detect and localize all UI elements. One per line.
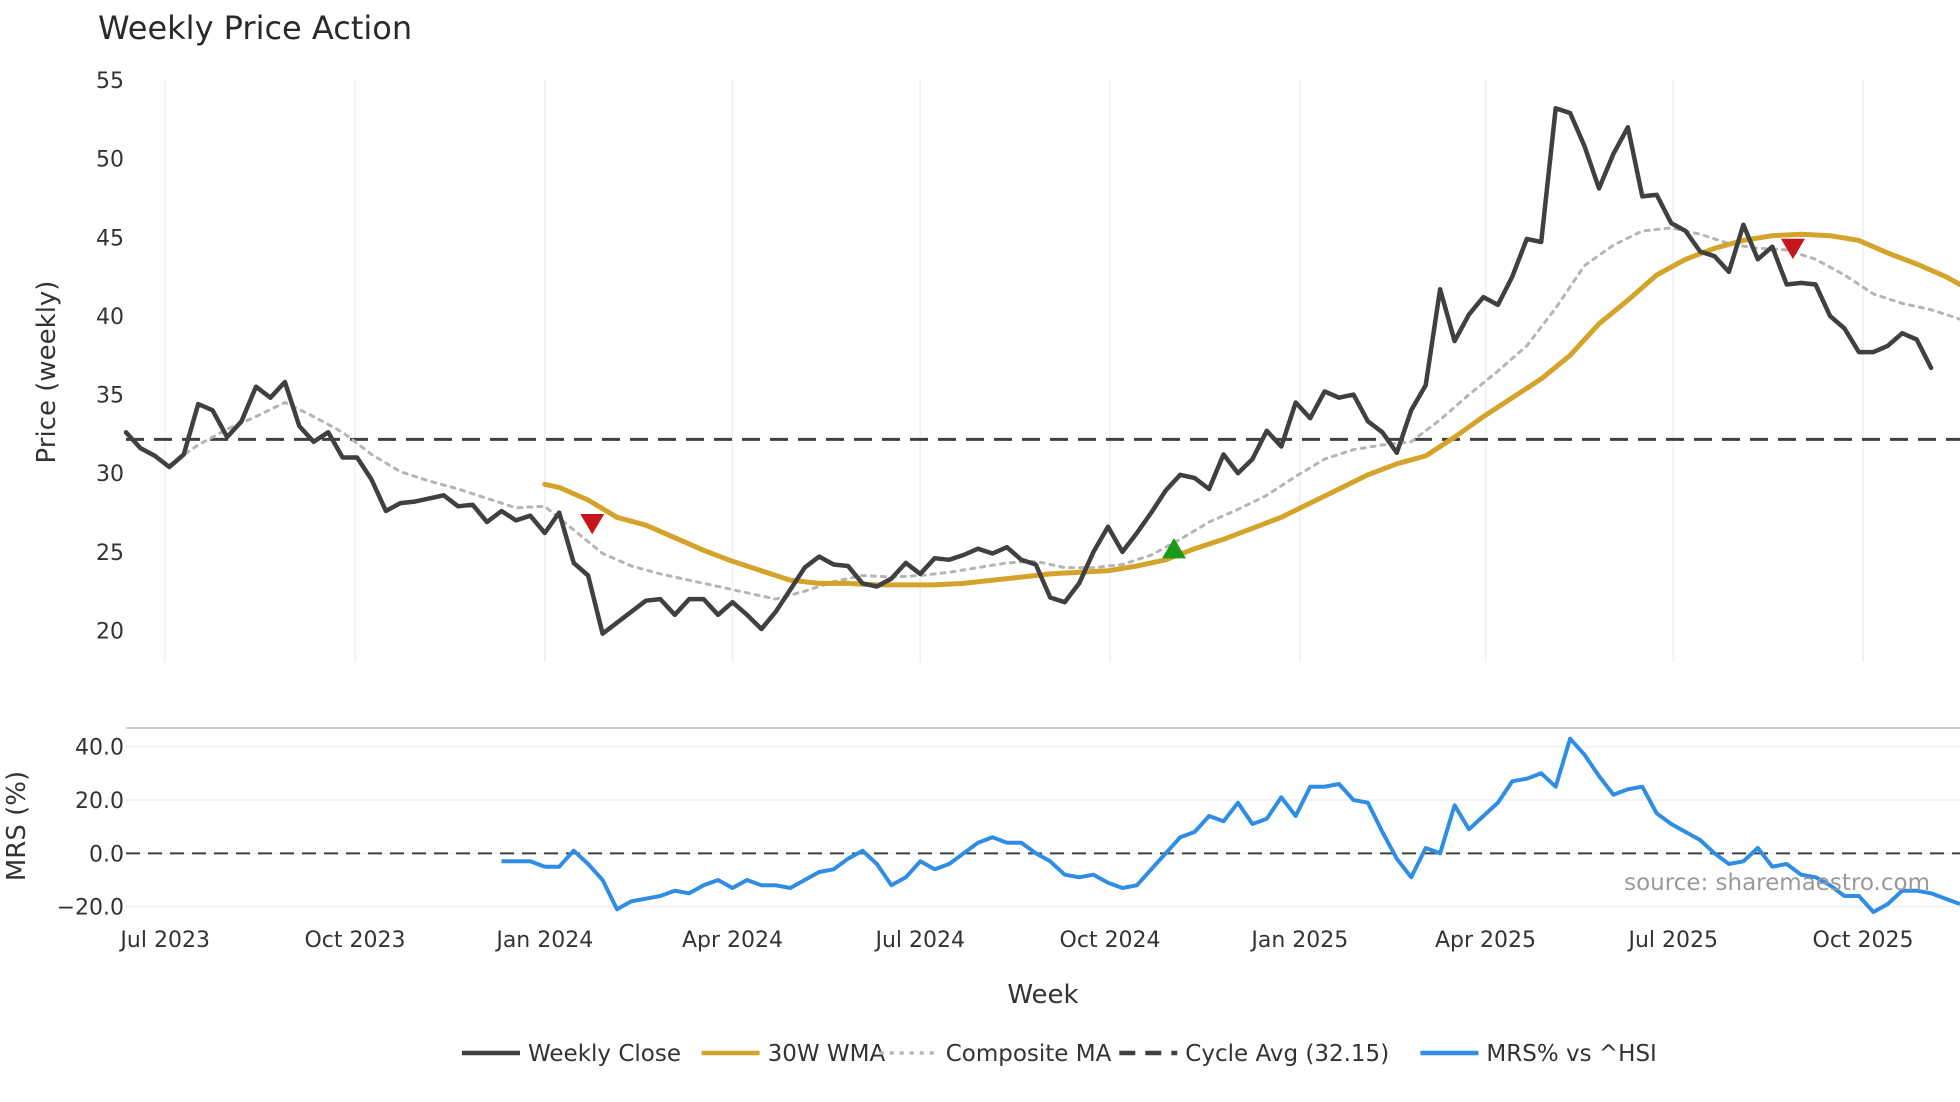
legend-label: MRS% vs ^HSI xyxy=(1486,1041,1656,1067)
legend-label: Cycle Avg (32.15) xyxy=(1185,1041,1389,1067)
x-tick-apr-2024: Apr 2024 xyxy=(682,928,783,953)
price-y-tick-45: 45 xyxy=(96,226,124,251)
legend-item-30w-wma: 30W WMA xyxy=(701,1041,886,1067)
mrs-y-tick-20: 20.0 xyxy=(75,789,124,814)
x-tick-jan-2024: Jan 2024 xyxy=(494,928,593,953)
x-tick-oct-2024: Oct 2024 xyxy=(1060,928,1161,953)
price-y-tick-50: 50 xyxy=(96,148,124,173)
legend: Weekly Close 30W WMA Composite MA Cycle Avg… xyxy=(462,1041,1657,1067)
mrs-series-group xyxy=(501,736,1960,914)
series-mrs-vs-hsi xyxy=(501,736,1960,914)
sell-signal-marker-1 xyxy=(580,513,605,535)
legend-item-mrs-vs-hsi: MRS% vs ^HSI xyxy=(1420,1041,1657,1067)
buy-signal-marker-2 xyxy=(1162,537,1186,559)
mrs-y-tick-40: 40.0 xyxy=(75,736,124,761)
chart-title: Weekly Price Action xyxy=(98,9,412,47)
price-y-tick-20: 20 xyxy=(96,620,124,645)
x-tick-jan-2025: Jan 2025 xyxy=(1249,928,1348,953)
source-credit: source: sharemaestro.com xyxy=(1624,870,1930,896)
series-composite-ma xyxy=(167,226,1960,601)
price-series-group xyxy=(123,106,1960,636)
price-y-tick-55: 55 xyxy=(96,69,124,94)
price-y-tick-35: 35 xyxy=(96,384,124,409)
x-tick-oct-2023: Oct 2023 xyxy=(304,928,405,953)
legend-item-cycle-avg-32-15: Cycle Avg (32.15) xyxy=(1119,1041,1389,1067)
signal-markers xyxy=(580,238,1805,559)
mrs-gridlines xyxy=(126,745,1960,908)
sell-signal-marker-3 xyxy=(1780,238,1805,260)
x-tick-jul-2024: Jul 2024 xyxy=(873,928,965,953)
legend-label: 30W WMA xyxy=(768,1041,886,1067)
x-tick-jul-2023: Jul 2023 xyxy=(118,928,210,953)
price-y-tick-40: 40 xyxy=(96,305,124,330)
x-tick-apr-2025: Apr 2025 xyxy=(1435,928,1536,953)
price-y-tick-labels: 20 25 30 35 40 45 50 55 xyxy=(96,69,124,645)
legend-item-composite-ma: Composite MA xyxy=(879,1041,1112,1067)
x-tick-oct-2025: Oct 2025 xyxy=(1813,928,1914,953)
price-gridlines xyxy=(164,80,1864,662)
legend-label: Weekly Close xyxy=(528,1041,681,1067)
mrs-y-tick--20: −20.0 xyxy=(57,896,124,921)
x-tick-jul-2025: Jul 2025 xyxy=(1626,928,1718,953)
x-tick-labels: Jul 2023 Oct 2023 Jan 2024 Apr 2024 Jul 2024… xyxy=(118,928,1913,953)
x-axis-label: Week xyxy=(1007,980,1078,1010)
price-y-tick-30: 30 xyxy=(96,462,124,487)
price-y-tick-25: 25 xyxy=(96,541,124,566)
price-y-axis-label: Price (weekly) xyxy=(32,281,62,464)
series-weekly-close xyxy=(123,106,1934,636)
mrs-y-axis-label: MRS (%) xyxy=(2,771,32,881)
mrs-y-tick-labels: 40.0 20.0 0.0 −20.0 xyxy=(57,736,124,921)
series-30w-wma xyxy=(542,231,1960,588)
legend-item-weekly-close: Weekly Close xyxy=(462,1041,681,1067)
mrs-y-tick-0: 0.0 xyxy=(89,842,124,867)
legend-label: Composite MA xyxy=(946,1041,1112,1067)
